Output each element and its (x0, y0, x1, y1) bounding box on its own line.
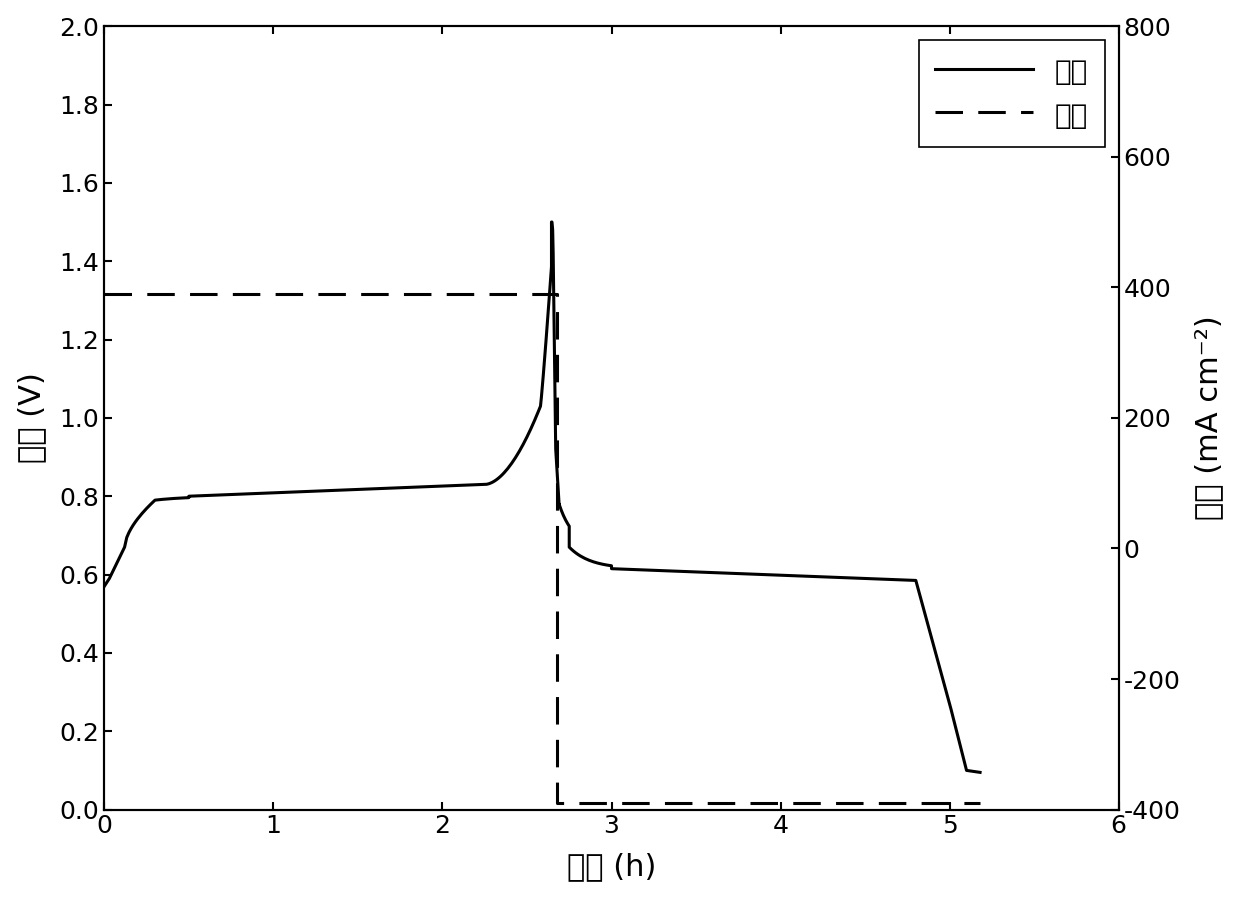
电压 (972, 767, 987, 778)
Legend: 电压, 电流: 电压, 电流 (919, 40, 1105, 146)
电压 (587, 557, 601, 568)
Line: 电流: 电流 (104, 294, 980, 803)
电流 (714, 797, 729, 808)
Line: 电压: 电压 (104, 222, 980, 772)
电流 (932, 797, 947, 808)
电压 (134, 508, 149, 519)
电流 (551, 797, 565, 808)
电流 (972, 797, 987, 808)
电流 (392, 288, 407, 299)
电压 (97, 581, 112, 592)
电流 (813, 797, 828, 808)
X-axis label: 时间 (h): 时间 (h) (567, 852, 656, 881)
电压 (738, 568, 753, 579)
Y-axis label: 电压 (V): 电压 (V) (16, 373, 46, 463)
Y-axis label: 电流 (mA cm⁻²): 电流 (mA cm⁻²) (1194, 315, 1224, 520)
电压 (544, 216, 559, 227)
电压 (718, 568, 733, 578)
电压 (257, 488, 272, 498)
电流 (904, 797, 919, 808)
电流 (928, 797, 942, 808)
电流 (97, 288, 112, 299)
电压 (546, 276, 560, 286)
